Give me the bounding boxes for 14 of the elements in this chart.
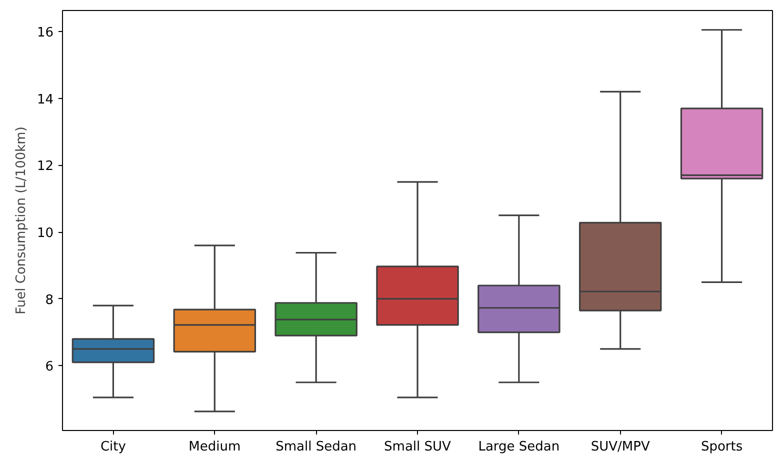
y-tick-label: 14	[36, 92, 54, 108]
x-tick-label: SUV/MPV	[590, 440, 650, 454]
y-tick-label: 6	[45, 360, 54, 375]
x-tick-label: City	[100, 440, 126, 454]
x-tick-label: Large Sedan	[478, 440, 560, 454]
y-axis-title: Fuel Consumption (L/100km)	[14, 126, 29, 314]
x-tick-label: Medium	[188, 440, 241, 454]
y-tick-label: 10	[36, 226, 54, 242]
y-tick-label: 8	[45, 292, 54, 308]
x-tick-label: Small SUV	[384, 440, 452, 454]
y-tick-label: 12	[36, 159, 54, 174]
x-tick-label: Sports	[700, 440, 743, 454]
x-tick-label: Small Sedan	[276, 440, 357, 454]
y-tick-label: 16	[36, 26, 54, 41]
